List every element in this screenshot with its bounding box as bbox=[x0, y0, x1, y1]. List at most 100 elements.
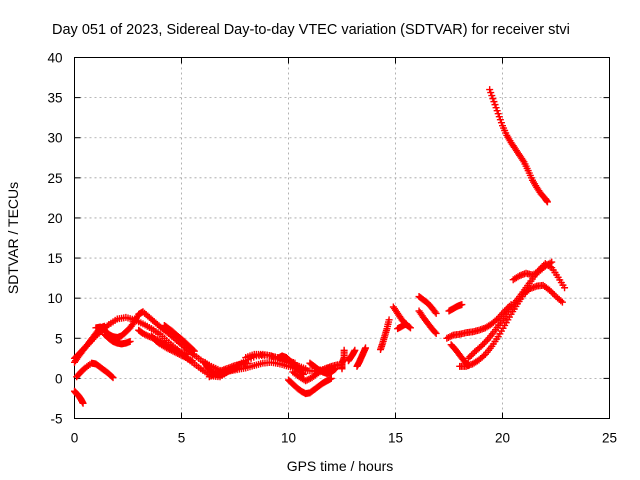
y-tick-label: 0 bbox=[55, 371, 63, 386]
data-point bbox=[514, 273, 522, 281]
data-point bbox=[177, 351, 185, 359]
series-arc-23 bbox=[415, 293, 440, 317]
x-axis-label: GPS time / hours bbox=[287, 458, 394, 474]
data-point bbox=[351, 346, 359, 354]
data-point bbox=[431, 308, 439, 316]
series-arc-20 bbox=[377, 316, 393, 354]
data-point bbox=[189, 346, 197, 354]
series-arc-08 bbox=[148, 332, 196, 365]
series-arc-30 bbox=[509, 258, 556, 284]
data-point bbox=[548, 258, 556, 266]
data-point bbox=[212, 370, 220, 378]
data-point bbox=[405, 323, 413, 331]
data-point bbox=[458, 301, 466, 309]
x-tick-label: 20 bbox=[495, 431, 510, 446]
series-arc-22 bbox=[394, 320, 410, 333]
x-tick-label: 15 bbox=[388, 431, 403, 446]
series-arc-24 bbox=[415, 307, 440, 337]
data-point bbox=[480, 339, 488, 347]
data-point bbox=[167, 346, 175, 354]
y-tick-label: -5 bbox=[50, 412, 62, 427]
series-arc-06 bbox=[100, 330, 134, 348]
data-point bbox=[109, 374, 117, 382]
series-arc-16 bbox=[306, 359, 340, 378]
series-arc-28 bbox=[456, 281, 566, 370]
series-arc-25 bbox=[445, 301, 466, 315]
data-point bbox=[209, 371, 217, 379]
data-point bbox=[302, 377, 310, 385]
series-arc-11 bbox=[205, 359, 252, 381]
data-point bbox=[546, 259, 554, 267]
data-point bbox=[466, 353, 474, 361]
series-arc-26 bbox=[443, 301, 515, 342]
data-point bbox=[108, 373, 116, 381]
y-tick-label: 30 bbox=[47, 131, 62, 146]
data-point bbox=[302, 365, 310, 373]
data-point bbox=[480, 352, 488, 360]
data-point bbox=[180, 353, 188, 361]
data-point bbox=[546, 286, 554, 294]
data-point bbox=[179, 352, 187, 360]
data-point bbox=[549, 289, 557, 297]
data-point bbox=[464, 354, 472, 362]
data-point bbox=[141, 330, 149, 338]
axis-ticks: 0 5 10 15 20 25 -5 0 5 10 15 20 25 30 35 40 bbox=[47, 51, 617, 446]
data-point bbox=[210, 370, 218, 378]
data-point bbox=[385, 316, 393, 324]
series-arc-18 bbox=[353, 344, 370, 370]
data-point bbox=[183, 354, 191, 362]
data-point bbox=[187, 356, 195, 364]
data-point bbox=[205, 373, 213, 381]
data-point bbox=[431, 328, 439, 336]
data-point bbox=[327, 374, 335, 382]
data-point bbox=[166, 346, 174, 354]
data-point bbox=[244, 359, 252, 367]
x-tick-label: 25 bbox=[602, 431, 617, 446]
data-point bbox=[519, 156, 527, 164]
data-point bbox=[532, 269, 540, 277]
series-arc-13 bbox=[274, 352, 307, 378]
data-point bbox=[482, 337, 490, 345]
data-point bbox=[448, 332, 456, 340]
y-tick-label: 35 bbox=[47, 91, 62, 106]
data-point bbox=[557, 297, 565, 305]
x-tick-label: 10 bbox=[281, 431, 296, 446]
data-point bbox=[174, 350, 182, 358]
data-point bbox=[332, 365, 340, 373]
data-point bbox=[142, 331, 150, 339]
data-point bbox=[188, 357, 196, 365]
data-point bbox=[362, 344, 370, 352]
chart-title: Day 051 of 2023, Sidereal Day-to-day VTE… bbox=[52, 22, 570, 38]
x-tick-label: 5 bbox=[178, 431, 186, 446]
y-tick-label: 10 bbox=[47, 291, 62, 306]
data-points bbox=[71, 86, 569, 407]
data-point bbox=[163, 344, 171, 352]
series-arc-09 bbox=[160, 321, 198, 355]
data-point bbox=[182, 354, 190, 362]
x-tick-label: 0 bbox=[71, 431, 79, 446]
data-point bbox=[443, 334, 451, 342]
data-point bbox=[164, 345, 172, 353]
data-point bbox=[561, 284, 569, 292]
data-point bbox=[213, 369, 221, 377]
data-point bbox=[217, 367, 225, 375]
y-tick-label: 40 bbox=[47, 51, 62, 66]
data-point bbox=[467, 351, 475, 359]
data-point bbox=[402, 320, 410, 328]
y-tick-label: 15 bbox=[47, 251, 62, 266]
data-point bbox=[79, 399, 87, 407]
series-arc-01 bbox=[71, 387, 87, 407]
data-point bbox=[477, 342, 485, 350]
data-point bbox=[340, 346, 348, 354]
data-point bbox=[139, 329, 147, 337]
data-point bbox=[528, 271, 536, 279]
data-point bbox=[479, 341, 487, 349]
data-point bbox=[444, 333, 452, 341]
series-arc-31 bbox=[486, 86, 551, 206]
data-point bbox=[172, 349, 180, 357]
data-point bbox=[530, 270, 538, 278]
data-point bbox=[169, 347, 177, 355]
data-point bbox=[185, 355, 193, 363]
data-point bbox=[432, 309, 440, 317]
